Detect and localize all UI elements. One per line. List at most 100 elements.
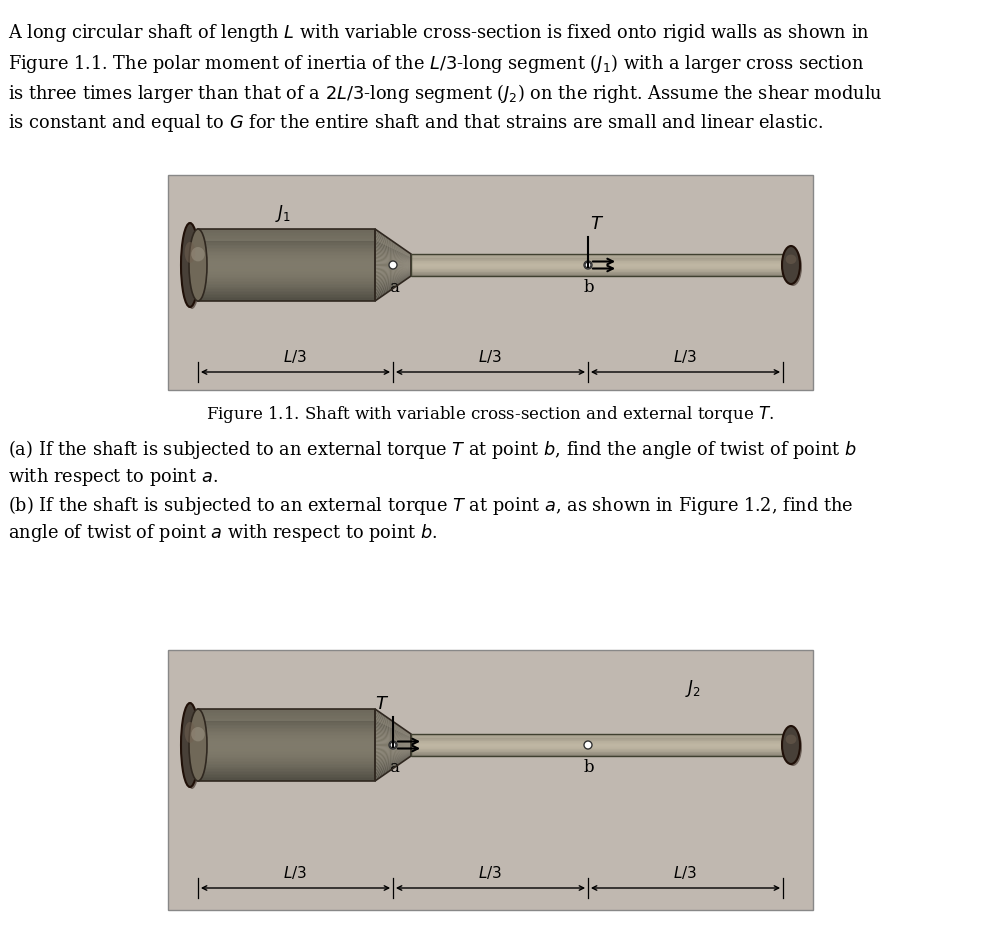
Text: is constant and equal to $G$ for the entire shaft and that strains are small and: is constant and equal to $G$ for the ent… xyxy=(8,112,823,134)
Polygon shape xyxy=(375,273,411,295)
Polygon shape xyxy=(375,254,411,262)
Bar xyxy=(198,258,375,259)
Polygon shape xyxy=(375,271,411,284)
Polygon shape xyxy=(375,258,411,263)
Bar xyxy=(198,268,375,270)
Bar xyxy=(198,242,375,243)
Polygon shape xyxy=(375,267,411,272)
Polygon shape xyxy=(375,231,411,254)
Polygon shape xyxy=(375,752,411,771)
Polygon shape xyxy=(375,713,411,736)
Bar xyxy=(198,289,375,291)
Text: b: b xyxy=(583,759,594,776)
Polygon shape xyxy=(375,248,411,260)
Text: $L/3$: $L/3$ xyxy=(284,864,307,881)
Ellipse shape xyxy=(181,703,199,787)
Bar xyxy=(198,264,375,265)
Polygon shape xyxy=(375,718,411,737)
Polygon shape xyxy=(375,732,411,742)
Polygon shape xyxy=(375,719,411,738)
Polygon shape xyxy=(375,746,411,751)
Polygon shape xyxy=(375,753,411,772)
Bar xyxy=(198,272,375,273)
Ellipse shape xyxy=(786,254,796,264)
Polygon shape xyxy=(375,272,411,291)
Circle shape xyxy=(584,261,592,269)
Ellipse shape xyxy=(185,722,195,743)
Bar xyxy=(198,270,375,271)
Bar xyxy=(198,765,375,766)
Polygon shape xyxy=(375,267,411,271)
Polygon shape xyxy=(375,265,411,267)
Bar xyxy=(198,739,375,741)
Bar xyxy=(198,721,375,722)
Polygon shape xyxy=(375,251,411,261)
Bar xyxy=(198,779,375,780)
Bar xyxy=(198,751,375,752)
Polygon shape xyxy=(375,742,411,745)
Text: a: a xyxy=(389,279,399,296)
Text: $L/3$: $L/3$ xyxy=(674,348,697,365)
Polygon shape xyxy=(375,735,411,743)
Polygon shape xyxy=(375,715,411,736)
Bar xyxy=(198,239,375,240)
Bar xyxy=(198,729,375,730)
Bar xyxy=(198,240,375,242)
Bar xyxy=(198,276,375,278)
Bar xyxy=(198,232,375,234)
Ellipse shape xyxy=(183,705,201,789)
Polygon shape xyxy=(375,232,411,255)
Text: is three times larger than that of a $2L/3$-long segment ($J_2$) on the right. A: is three times larger than that of a $2L… xyxy=(8,82,883,105)
Polygon shape xyxy=(375,748,411,757)
Bar xyxy=(198,282,375,284)
Bar xyxy=(198,727,375,729)
Text: angle of twist of point $a$ with respect to point $b$.: angle of twist of point $a$ with respect… xyxy=(8,522,438,544)
Bar xyxy=(198,262,375,264)
Polygon shape xyxy=(375,739,411,744)
Bar xyxy=(198,271,375,272)
Bar xyxy=(198,234,375,235)
Ellipse shape xyxy=(782,726,800,764)
Polygon shape xyxy=(375,741,411,745)
Bar xyxy=(198,745,375,746)
Bar xyxy=(198,732,375,733)
Bar xyxy=(198,738,375,739)
Polygon shape xyxy=(375,274,411,297)
Polygon shape xyxy=(375,268,411,276)
Polygon shape xyxy=(375,270,411,282)
Bar xyxy=(198,712,375,713)
Ellipse shape xyxy=(191,247,205,261)
Polygon shape xyxy=(375,240,411,258)
Bar xyxy=(198,231,375,232)
Bar xyxy=(198,298,375,300)
Polygon shape xyxy=(375,744,411,745)
Polygon shape xyxy=(375,749,411,761)
Text: $T$: $T$ xyxy=(590,215,604,233)
Bar xyxy=(198,279,375,281)
Polygon shape xyxy=(375,270,411,281)
Polygon shape xyxy=(375,721,411,738)
Polygon shape xyxy=(375,246,411,260)
Bar xyxy=(198,733,375,735)
Circle shape xyxy=(584,741,592,749)
Bar xyxy=(198,237,375,239)
Bar xyxy=(198,762,375,763)
Polygon shape xyxy=(375,750,411,762)
Polygon shape xyxy=(375,756,411,781)
Polygon shape xyxy=(375,725,411,739)
Polygon shape xyxy=(375,753,411,774)
Ellipse shape xyxy=(782,246,800,284)
Ellipse shape xyxy=(784,248,802,286)
Text: $L/3$: $L/3$ xyxy=(674,864,697,881)
Polygon shape xyxy=(375,236,411,256)
Polygon shape xyxy=(375,239,411,257)
Circle shape xyxy=(390,742,396,748)
Bar xyxy=(198,265,375,267)
Bar xyxy=(198,259,375,261)
Text: $L/3$: $L/3$ xyxy=(478,864,503,881)
Polygon shape xyxy=(375,745,411,748)
Polygon shape xyxy=(375,755,411,780)
Polygon shape xyxy=(375,234,411,255)
Ellipse shape xyxy=(784,728,802,766)
Bar xyxy=(198,724,375,725)
